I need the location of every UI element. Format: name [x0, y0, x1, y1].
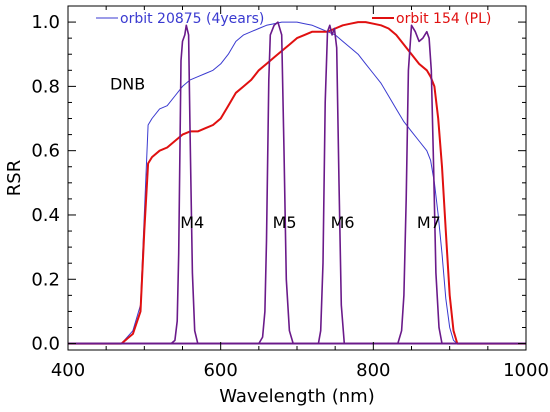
annotation-m4: M4 — [180, 213, 204, 232]
annotation-m5: M5 — [273, 213, 297, 232]
x-tick-label: 800 — [356, 360, 390, 381]
y-tick-label: 0.2 — [31, 269, 60, 290]
legend-label: orbit 154 (PL) — [396, 11, 491, 27]
annotation-m6: M6 — [331, 213, 355, 232]
y-tick-label: 0.6 — [31, 141, 60, 162]
y-tick-label: 0.4 — [31, 205, 60, 226]
series-line-orbit-20875-4years — [68, 21, 526, 345]
plot-frame — [67, 5, 527, 351]
series-line-m4 — [68, 24, 526, 345]
y-tick-label: 0.0 — [31, 334, 60, 355]
plot-lines — [68, 21, 526, 345]
x-tick-label: 600 — [203, 360, 237, 381]
annotation-dnb: DNB — [110, 75, 145, 94]
series-line-m5 — [68, 21, 526, 345]
legend-label: orbit 20875 (4years) — [120, 11, 264, 27]
y-tick-label: 1.0 — [31, 12, 60, 33]
axis-tick-labels: 400 600 800 1000 0.0 0.2 0.4 0.6 0.8 1.0 — [31, 12, 549, 381]
band-annotations: DNB M4 M5 M6 M7 — [110, 75, 441, 232]
x-tick-label: 1000 — [503, 360, 549, 381]
axis-ticks — [67, 6, 527, 350]
legend: orbit 20875 (4years) orbit 154 (PL) — [96, 11, 491, 27]
y-tick-label: 0.8 — [31, 76, 60, 97]
x-tick-label: 400 — [51, 360, 85, 381]
annotation-m7: M7 — [417, 213, 441, 232]
series-line-m7 — [68, 24, 526, 345]
series-line-m6 — [68, 24, 526, 345]
x-axis-label: Wavelength (nm) — [219, 386, 375, 407]
y-axis-label: RSR — [4, 160, 25, 196]
series-line-orbit-154-pl — [68, 21, 526, 345]
